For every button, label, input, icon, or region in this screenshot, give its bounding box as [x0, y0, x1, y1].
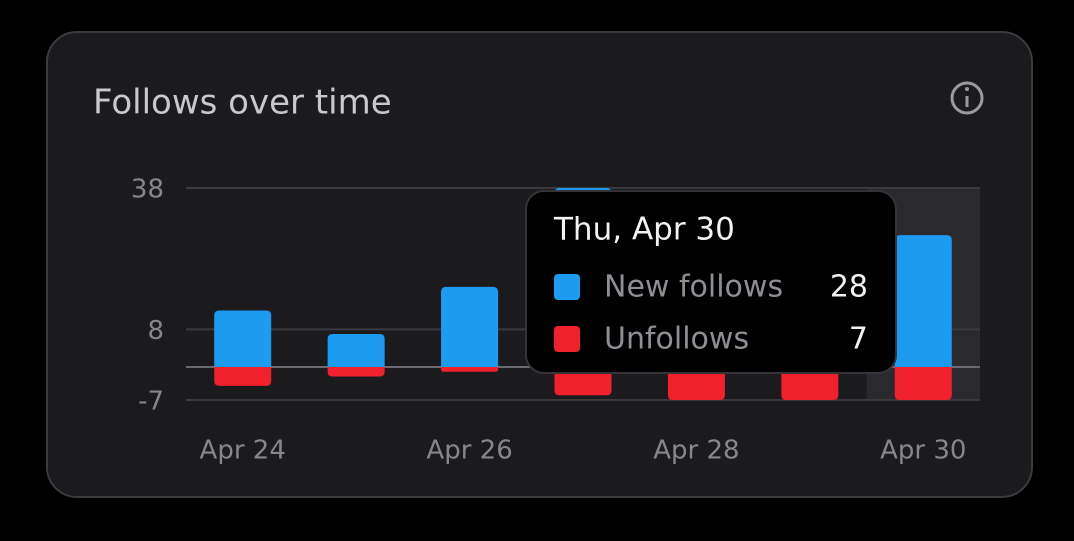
bar [214, 310, 272, 368]
x-tick-label: Apr 26 [426, 436, 512, 466]
info-circle [950, 81, 984, 115]
tooltip-value: 28 [830, 270, 868, 305]
info-dot [965, 87, 969, 91]
bar [781, 367, 839, 400]
bar [894, 367, 952, 400]
bar [214, 367, 272, 386]
x-tick-label: Apr 24 [200, 436, 286, 466]
tooltip-swatch [554, 274, 580, 300]
bar [441, 367, 499, 372]
y-tick-label: -7 [138, 387, 164, 417]
x-tick-label: Apr 30 [880, 436, 966, 466]
info-icon[interactable] [950, 81, 984, 115]
bar [441, 286, 499, 368]
tooltip: Thu, Apr 30 New follows 28 Unfollows 7 [525, 190, 897, 374]
tooltip-swatch [554, 326, 580, 352]
y-tick-label: 8 [147, 316, 164, 346]
tooltip-box [525, 190, 897, 374]
bar [667, 367, 725, 400]
bar [327, 367, 385, 377]
bar [554, 367, 612, 396]
bar [894, 235, 952, 368]
y-tick-label: 38 [131, 175, 164, 205]
card-title: Follows over time [93, 83, 392, 123]
tooltip-series-name: New follows [604, 270, 783, 305]
bar [327, 334, 385, 368]
tooltip-series-name: Unfollows [604, 322, 749, 357]
x-tick-label: Apr 28 [653, 436, 739, 466]
tooltip-title: Thu, Apr 30 [553, 212, 735, 248]
tooltip-value: 7 [849, 322, 868, 357]
